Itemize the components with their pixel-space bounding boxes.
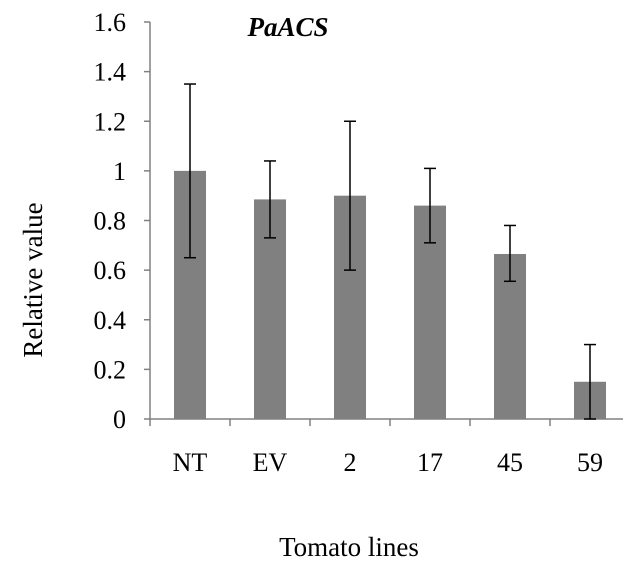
chart-axes (144, 21, 623, 426)
x-tick-label: EV (253, 448, 288, 477)
y-tick-label: 1.6 (94, 8, 127, 37)
x-tick-label: NT (173, 448, 208, 477)
tick-labels-group: 0 0.2 0.4 0.6 0.8 1 1.2 1.4 1.6 NT EV 2 17 45 59 (94, 8, 604, 477)
chart-title: PaACS (246, 12, 328, 42)
bars-group (174, 170, 606, 419)
x-tick-label: 17 (417, 448, 443, 477)
y-tick-label: 0.4 (94, 306, 127, 335)
error-bars-group (184, 83, 596, 420)
y-tick-label: 1.2 (94, 107, 127, 136)
x-tick-label: 59 (577, 448, 603, 477)
y-tick-label: 0.6 (94, 256, 127, 285)
x-axis-title: Tomato lines (279, 532, 419, 561)
x-tick-label: 2 (344, 448, 357, 477)
y-axis-title: Relative value (18, 202, 48, 357)
y-tick-label: 0 (113, 405, 126, 434)
y-tick-label: 1 (113, 157, 126, 186)
y-tick-label: 1.4 (94, 58, 127, 87)
x-tick-label: 45 (497, 448, 523, 477)
y-tick-label: 0.2 (94, 355, 127, 384)
y-tick-label: 0.8 (94, 207, 127, 236)
